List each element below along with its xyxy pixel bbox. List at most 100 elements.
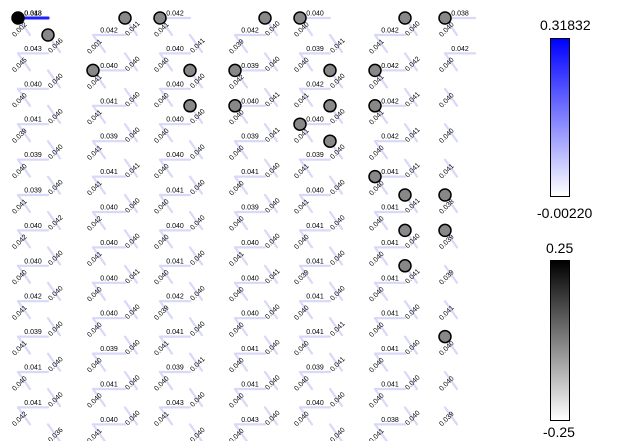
edge-diagonal xyxy=(373,246,389,266)
edge-diagonal xyxy=(46,246,62,266)
edge-weight-label: 0.042 xyxy=(381,28,399,35)
edge-diagonal xyxy=(373,33,389,54)
edge-diagonal xyxy=(16,52,32,72)
edge-weight-label: 0.040 xyxy=(404,339,421,356)
edge-weight-label: 0.040 xyxy=(47,250,64,267)
edge-diagonal xyxy=(298,87,314,107)
edge-weight-label: 0.040 xyxy=(264,303,281,320)
edge-weight-label: 0.041 xyxy=(404,126,421,143)
edge-diagonal xyxy=(443,158,459,178)
edge-diagonal xyxy=(91,281,107,301)
edge-weight-label: 0.041 xyxy=(24,117,42,124)
edge-weight-label: 0.042 xyxy=(451,46,469,53)
edge-weight-label: 0.041 xyxy=(329,37,346,54)
edge-diagonal xyxy=(263,406,279,426)
edge-diagonal xyxy=(188,140,204,160)
edge-diagonal xyxy=(46,423,62,441)
edge-weight-label: 0.043 xyxy=(241,417,259,424)
edge-weight-label: 0.040 xyxy=(264,162,281,179)
edge-diagonal xyxy=(46,69,62,89)
edge-diagonal xyxy=(443,264,459,284)
edge-diagonal xyxy=(46,210,62,231)
edge-diagonal xyxy=(123,87,139,107)
edge-diagonal xyxy=(123,52,139,72)
edge-diagonal xyxy=(188,352,204,372)
edge-weight-label: 0.040 xyxy=(306,188,324,195)
node-colorbar-max-label: 0.25 xyxy=(546,240,574,256)
edge-weight-label: 0.040 xyxy=(189,285,206,302)
edge-diagonal xyxy=(188,33,204,54)
edge-diagonal xyxy=(123,193,139,214)
edge-weight-label: 0.039 xyxy=(241,134,259,141)
edge-diagonal xyxy=(46,317,62,337)
edge-weight-label: 0.040 xyxy=(404,410,421,427)
edge-diagonal xyxy=(123,264,139,284)
edge-diagonal xyxy=(403,406,419,426)
edge-weight-label: 0.039 xyxy=(100,134,118,141)
edge-weight-label: 0.040 xyxy=(189,143,206,160)
edge-weight-label: 0.041 xyxy=(124,268,141,285)
edge-diagonal xyxy=(328,210,344,231)
edge-weight-label: 0.040 xyxy=(47,73,64,90)
edge-diagonal xyxy=(46,281,62,301)
edge-diagonal xyxy=(233,140,249,160)
lattice-node xyxy=(398,11,412,25)
lattice-node xyxy=(41,28,55,42)
edge-diagonal xyxy=(263,370,279,391)
edge-weight-label: 0.039 xyxy=(241,205,259,212)
edge-weight-label: 0.042 xyxy=(100,28,118,35)
lattice-node xyxy=(368,169,382,184)
edge-weight-label: 0.041 xyxy=(381,382,399,389)
edge-weight-label: 0.040 xyxy=(47,108,64,125)
lattice-node xyxy=(398,188,412,202)
edge-weight-label: 0.042 xyxy=(166,294,184,301)
edge-weight-label: 0.039 xyxy=(24,152,42,159)
edge-weight-label: 0.040 xyxy=(124,233,141,250)
edge-weight-label: 0.041 xyxy=(166,188,184,195)
edge-diagonal xyxy=(328,317,344,337)
lattice-node xyxy=(323,63,337,78)
edge-weight-label: 0.043 xyxy=(166,400,184,407)
edge-diagonal xyxy=(373,281,389,301)
edge-weight-label: 0.040 xyxy=(166,81,184,88)
edge-weight-label: 0.041 xyxy=(166,258,184,265)
edge-diagonal xyxy=(298,264,314,284)
edge-weight-label: 0.040 xyxy=(166,152,184,159)
edge-diagonal xyxy=(91,175,107,195)
lattice-node xyxy=(368,99,382,113)
edge-weight-label: 0.040 xyxy=(241,240,259,247)
edge-diagonal xyxy=(298,52,314,72)
edge-weight-label: 0.040 xyxy=(404,374,421,391)
edge-weight-label: 0.042 xyxy=(241,28,259,35)
edge-weight-label: 0.040 xyxy=(306,11,324,18)
edge-diagonal xyxy=(373,140,389,160)
edge-weight-label: 0.042 xyxy=(306,81,324,88)
lattice-node xyxy=(323,99,337,113)
edge-weight-label: 0.040 xyxy=(24,223,42,230)
edge-weight-label: 0.042 xyxy=(381,63,399,70)
edge-diagonal xyxy=(46,175,62,195)
edge-diagonal xyxy=(328,175,344,195)
edge-weight-label: 0.040 xyxy=(189,179,206,196)
edge-diagonal xyxy=(373,423,389,441)
node-colorbar-min-label: -0.25 xyxy=(543,424,575,440)
edge-weight-label: 0.040 xyxy=(166,223,184,230)
edge-weight-label: 0.040 xyxy=(241,311,259,318)
edge-weight-label: 0.041 xyxy=(381,311,399,318)
edge-diagonal xyxy=(158,52,174,72)
edge-weight-label: 0.040 xyxy=(166,117,184,124)
edge-diagonal xyxy=(158,229,174,249)
edge-diagonal xyxy=(233,423,249,441)
edge-weight-label: 0.040 xyxy=(47,143,64,160)
edge-weight-label: 0.041 xyxy=(329,320,346,337)
edge-diagonal xyxy=(263,193,279,214)
edge-weight-label: 0.041 xyxy=(404,91,421,108)
edge-weight-label: 0.041 xyxy=(381,205,399,212)
edge-weight-label: 0.040 xyxy=(404,303,421,320)
edge-diagonal xyxy=(263,123,279,143)
edge-weight-label: 0.040 xyxy=(264,410,281,427)
edge-weight-label: 0.041 xyxy=(189,37,206,54)
edge-weight-label: 0.040 xyxy=(306,117,324,124)
edge-diagonal xyxy=(298,335,314,355)
edge-diagonal xyxy=(233,246,249,266)
